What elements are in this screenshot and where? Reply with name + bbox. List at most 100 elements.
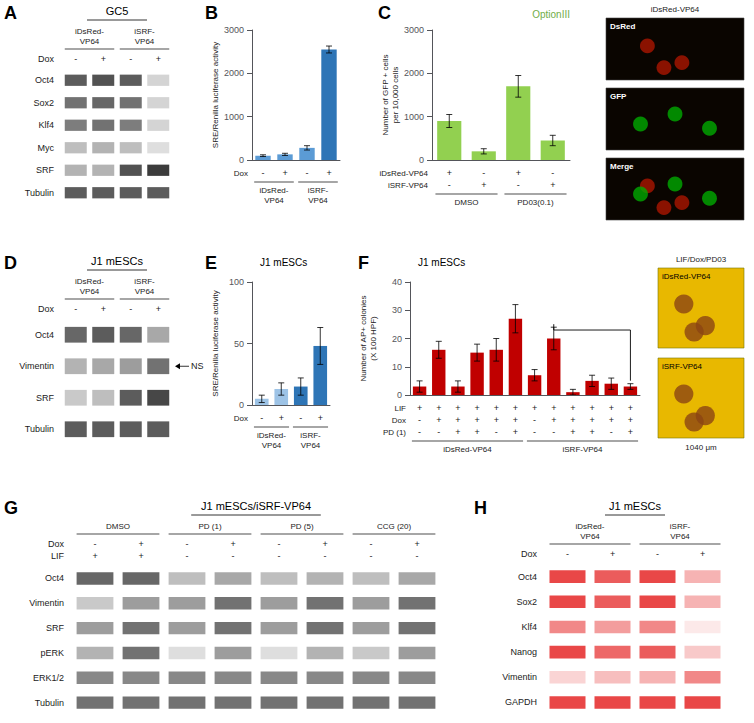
svg-text:OptionIII: OptionIII <box>532 9 570 20</box>
svg-text:-: - <box>278 551 281 561</box>
svg-text:+: + <box>628 415 633 425</box>
svg-text:+: + <box>532 403 537 413</box>
svg-text:+: + <box>279 413 284 423</box>
svg-text:SRF: SRF <box>36 393 55 403</box>
svg-text:Oct4: Oct4 <box>35 330 54 340</box>
svg-text:LIF: LIF <box>394 404 406 413</box>
svg-text:-: - <box>610 427 613 437</box>
svg-text:Dox: Dox <box>38 304 55 314</box>
svg-text:VP64: VP64 <box>135 37 155 46</box>
svg-text:+: + <box>282 168 287 178</box>
svg-text:iDsRed-VP64: iDsRed-VP64 <box>380 169 429 178</box>
svg-text:DMSO: DMSO <box>106 522 130 531</box>
svg-text:100: 100 <box>229 277 244 287</box>
svg-text:Vimentin: Vimentin <box>502 672 537 682</box>
svg-text:-: - <box>551 168 554 178</box>
svg-text:0: 0 <box>239 400 244 410</box>
svg-text:+: + <box>92 551 97 561</box>
svg-text:Tubulin: Tubulin <box>25 188 54 198</box>
svg-text:iDsRed-: iDsRed- <box>75 277 104 286</box>
svg-text:Number of AP+ colonies: Number of AP+ colonies <box>359 295 368 381</box>
svg-text:LIF: LIF <box>51 551 65 561</box>
svg-text:Vimentin: Vimentin <box>29 598 64 608</box>
svg-text:Dox: Dox <box>234 169 248 178</box>
svg-text:C: C <box>378 3 391 23</box>
svg-text:H: H <box>474 498 487 518</box>
svg-text:+: + <box>138 551 143 561</box>
svg-text:+: + <box>513 415 518 425</box>
svg-text:+: + <box>474 403 479 413</box>
svg-text:Myc: Myc <box>38 143 55 153</box>
svg-text:Tubulin: Tubulin <box>25 424 54 434</box>
svg-text:VP64: VP64 <box>580 532 600 541</box>
svg-text:Merge: Merge <box>610 162 634 171</box>
svg-text:J1 mESCs: J1 mESCs <box>609 500 661 512</box>
svg-text:+: + <box>455 415 460 425</box>
svg-text:PD (1): PD (1) <box>383 428 406 437</box>
svg-text:-: - <box>94 539 97 549</box>
svg-text:SRE/Renilla luciferase activit: SRE/Renilla luciferase activity <box>211 290 220 396</box>
svg-text:Number of GFP + cells: Number of GFP + cells <box>381 55 390 136</box>
svg-text:Oct4: Oct4 <box>518 572 537 582</box>
svg-text:-: - <box>416 551 419 561</box>
svg-text:VP64: VP64 <box>80 287 100 296</box>
svg-text:-: - <box>324 551 327 561</box>
svg-text:+: + <box>322 539 327 549</box>
svg-text:J1 mESCs: J1 mESCs <box>418 257 465 268</box>
svg-text:GC5: GC5 <box>106 5 129 17</box>
svg-text:iDsRed-: iDsRed- <box>576 522 605 531</box>
svg-text:+: + <box>609 415 614 425</box>
svg-text:-: - <box>129 304 132 314</box>
svg-text:+: + <box>436 415 441 425</box>
svg-text:J1 mESCs: J1 mESCs <box>91 255 143 267</box>
svg-text:iSRF-: iSRF- <box>134 277 155 286</box>
svg-text:+: + <box>628 403 633 413</box>
svg-text:A: A <box>4 3 17 23</box>
svg-text:-: - <box>278 539 281 549</box>
svg-text:+: + <box>513 427 518 437</box>
svg-text:-: - <box>232 551 235 561</box>
svg-text:iSRF-: iSRF- <box>308 186 329 195</box>
svg-text:-: - <box>418 415 421 425</box>
svg-text:+: + <box>589 403 594 413</box>
svg-text:+: + <box>447 168 452 178</box>
svg-text:Tubulin: Tubulin <box>35 698 64 708</box>
svg-text:+: + <box>474 427 479 437</box>
svg-text:-: - <box>418 427 421 437</box>
svg-text:PD03(0.1): PD03(0.1) <box>517 198 554 207</box>
svg-text:iSRF-VP64: iSRF-VP64 <box>662 362 703 371</box>
svg-text:+: + <box>230 539 235 549</box>
svg-text:0: 0 <box>239 155 244 165</box>
svg-text:VP64: VP64 <box>264 196 284 205</box>
svg-text:PD (1): PD (1) <box>198 522 221 531</box>
svg-text:Klf4: Klf4 <box>38 120 54 130</box>
svg-text:iSRF-: iSRF- <box>134 27 155 36</box>
svg-text:VP64: VP64 <box>301 441 321 450</box>
svg-text:+: + <box>610 549 615 559</box>
svg-text:pERK: pERK <box>40 648 64 658</box>
svg-text:50: 50 <box>234 339 244 349</box>
svg-text:Dox: Dox <box>48 539 65 549</box>
svg-text:+: + <box>628 427 633 437</box>
svg-text:iDsRed-VP64: iDsRed-VP64 <box>662 272 711 281</box>
svg-text:Dox: Dox <box>234 414 248 423</box>
svg-text:iDsRed-: iDsRed- <box>75 27 104 36</box>
svg-text:-: - <box>186 539 189 549</box>
svg-text:+: + <box>455 403 460 413</box>
svg-text:+: + <box>455 427 460 437</box>
svg-text:G: G <box>4 498 18 518</box>
svg-text:SRE/Renilla luciferase activit: SRE/Renilla luciferase activity <box>211 42 220 148</box>
svg-text:+: + <box>570 415 575 425</box>
svg-text:2000: 2000 <box>224 68 244 78</box>
svg-text:+: + <box>101 304 106 314</box>
svg-text:CCG (20): CCG (20) <box>377 522 412 531</box>
svg-text:F: F <box>358 253 369 273</box>
svg-text:-: - <box>129 54 132 64</box>
svg-text:-: - <box>533 427 536 437</box>
svg-text:+: + <box>474 415 479 425</box>
svg-text:iDsRed-: iDsRed- <box>257 431 286 440</box>
svg-text:+: + <box>156 304 161 314</box>
svg-text:Vimentin: Vimentin <box>19 361 54 371</box>
svg-text:0: 0 <box>419 155 424 165</box>
svg-text:-: - <box>370 551 373 561</box>
